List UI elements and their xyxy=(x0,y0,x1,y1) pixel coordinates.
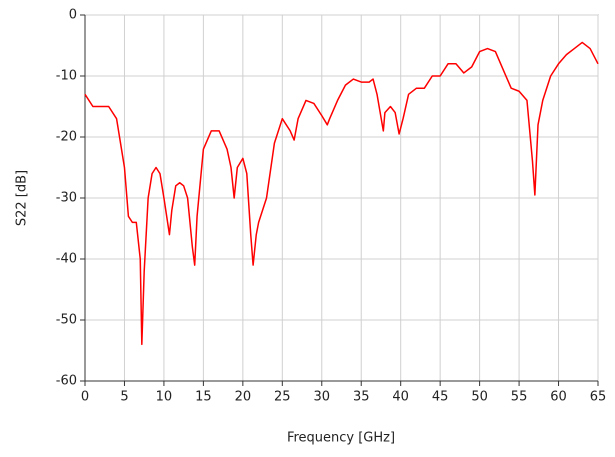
x-tick-label: 45 xyxy=(432,390,449,405)
x-tick-label: 55 xyxy=(511,390,528,405)
x-tick-label: 25 xyxy=(274,390,291,405)
x-tick-label: 35 xyxy=(353,390,370,405)
x-tick-label: 5 xyxy=(120,390,128,405)
x-tick-label: 40 xyxy=(392,390,409,405)
y-tick-label: -10 xyxy=(56,69,77,84)
x-tick-label: 15 xyxy=(195,390,212,405)
x-tick-label: 10 xyxy=(156,390,173,405)
y-tick-label: -50 xyxy=(56,313,77,328)
y-tick-label: -30 xyxy=(56,191,77,206)
x-tick-label: 30 xyxy=(313,390,330,405)
x-tick-label: 0 xyxy=(81,390,89,405)
x-axis-label: Frequency [GHz] xyxy=(287,431,395,446)
x-tick-label: 20 xyxy=(235,390,252,405)
x-tick-label: 50 xyxy=(471,390,488,405)
data-line xyxy=(84,41,599,346)
y-tick-label: 0 xyxy=(69,8,77,23)
x-tick-label: 65 xyxy=(590,390,607,405)
y-tick-label: -40 xyxy=(56,252,77,267)
y-axis-label: S22 [dB] xyxy=(15,170,30,226)
x-tick-label: 60 xyxy=(550,390,567,405)
y-tick-label: -60 xyxy=(56,374,77,389)
y-tick-label: -20 xyxy=(56,130,77,145)
